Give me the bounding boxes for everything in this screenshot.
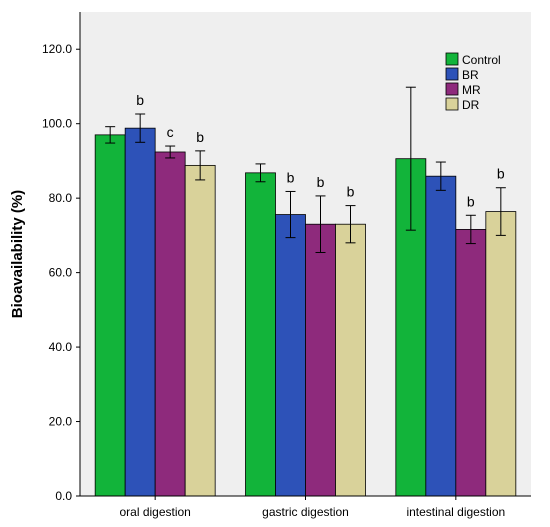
error-bar <box>465 214 476 245</box>
bar-dr-0 <box>184 164 216 497</box>
error-bar <box>405 86 416 231</box>
significance-letter: b <box>497 166 505 182</box>
legend-swatch <box>445 82 459 96</box>
error-bars <box>105 86 506 254</box>
significance-letter: b <box>467 193 475 209</box>
y-tick-label: 120.0 <box>42 42 72 56</box>
bar-mr-1 <box>305 223 336 497</box>
legend-label: BR <box>462 68 479 82</box>
y-tick-label: 60.0 <box>49 266 73 280</box>
legend-swatch <box>445 97 459 111</box>
y-axis-title: Bioavailability (%) <box>9 190 26 318</box>
y-tick-label: 80.0 <box>49 191 73 205</box>
y-tick-label: 0.0 <box>55 489 72 503</box>
error-bar <box>105 126 116 144</box>
x-axis-categories: oral digestion gastric digestion intestina… <box>119 496 505 519</box>
error-bar <box>495 187 506 236</box>
bar-dr-1 <box>335 223 366 497</box>
error-bar <box>435 161 446 191</box>
y-tick-label: 20.0 <box>49 415 73 429</box>
bar-mr-2 <box>455 229 487 497</box>
x-category-label: oral digestion <box>119 505 190 519</box>
bar-control-0 <box>94 134 126 497</box>
significance-letter: b <box>136 92 144 108</box>
significance-letter: b <box>347 184 355 200</box>
legend-label: Control <box>462 53 501 67</box>
legend-label: DR <box>462 98 480 112</box>
error-bar <box>315 195 326 254</box>
significance-letter: c <box>167 124 174 140</box>
significance-letter: b <box>317 174 325 190</box>
bar-br-1 <box>275 214 306 497</box>
error-bar <box>165 145 176 159</box>
x-category-label: gastric digestion <box>262 505 349 519</box>
significance-letters: b c b b b b b b <box>136 92 505 209</box>
error-bar <box>195 150 206 181</box>
x-category-label: intestinal digestion <box>406 505 505 519</box>
error-bar <box>135 113 146 143</box>
error-bar <box>285 190 296 239</box>
bar-br-0 <box>124 127 156 497</box>
legend-label: MR <box>462 83 481 97</box>
significance-letter: b <box>287 169 295 185</box>
bar-br-2 <box>425 175 457 497</box>
legend-swatch <box>445 52 459 66</box>
error-bar <box>345 205 356 244</box>
y-axis-ticks: 0.0 20.0 40.0 60.0 80.0 100.0 120.0 <box>42 42 80 503</box>
y-tick-label: 40.0 <box>49 340 73 354</box>
significance-letter: b <box>196 129 204 145</box>
bar-control-1 <box>245 172 276 497</box>
bar-dr-2 <box>485 211 517 497</box>
error-bar <box>255 163 266 183</box>
legend-swatch <box>445 67 459 81</box>
y-tick-label: 100.0 <box>42 117 72 131</box>
bar-mr-0 <box>154 151 186 497</box>
